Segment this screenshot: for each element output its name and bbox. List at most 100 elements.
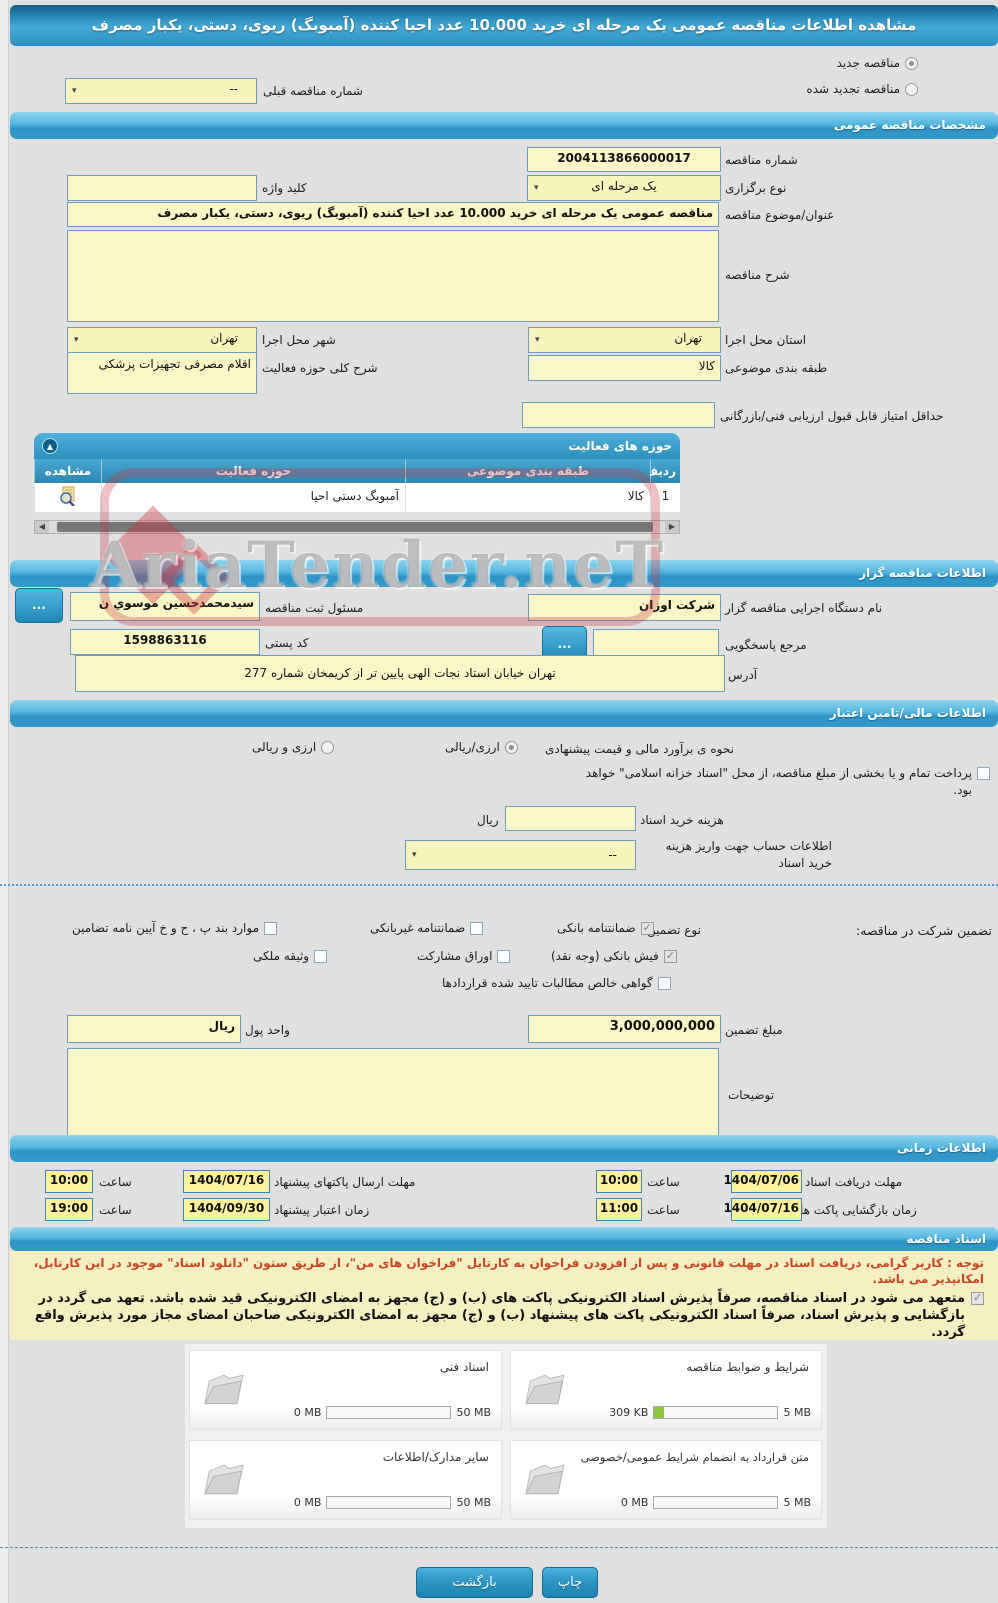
progress-fill: [654, 1407, 665, 1418]
account-info-value: --: [608, 848, 617, 862]
city-value: تهران: [210, 331, 238, 345]
notes-textarea[interactable]: [67, 1048, 719, 1143]
description-textarea[interactable]: [67, 230, 719, 322]
folder-icon: [519, 1457, 571, 1505]
envelope-open-date[interactable]: 1404/07/16: [723, 1198, 802, 1221]
checkbox-bank-slip-icon[interactable]: [663, 949, 677, 963]
filebox-contract[interactable]: متن قرارداد به انضمام شرایط عمومی/خصوصی …: [510, 1440, 822, 1520]
filebox-other[interactable]: سایر مدارک/اطلاعات 0 MB 50 MB: [189, 1440, 502, 1520]
checkbox-property-collateral[interactable]: وثیقه ملکی: [253, 949, 328, 963]
radio-rial-label: ارزی/ریالی: [445, 740, 500, 754]
agency-name-label: نام دستگاه اجرایی مناقصه گزار: [725, 601, 883, 615]
scroll-right-arrow-icon[interactable]: ▶: [665, 521, 679, 533]
checkbox-bank-guarantee-icon[interactable]: [640, 921, 654, 935]
cell-row-index: 1: [650, 483, 680, 513]
doc-fee-field[interactable]: [505, 806, 636, 831]
print-button[interactable]: چاپ: [542, 1567, 598, 1598]
documents-notice: توجه : کاربر گرامی، دریافت اسناد در مهلت…: [33, 1256, 984, 1286]
subject-field[interactable]: مناقصه عمومی یک مرحله ای خرید 10.000 عدد…: [67, 202, 719, 227]
commitment-checkbox-icon[interactable]: [971, 1291, 984, 1305]
folder-icon: [519, 1367, 571, 1415]
agency-name-field[interactable]: شرکت اوزان: [528, 594, 721, 621]
city-select[interactable]: تهران: [67, 327, 257, 353]
radio-renewed-tender-icon[interactable]: [905, 82, 918, 96]
filebox-terms[interactable]: شرایط و ضوابط مناقصه 309 KB 5 MB: [510, 1350, 822, 1430]
view-details-icon[interactable]: [58, 486, 78, 509]
account-info-select[interactable]: --: [405, 840, 636, 870]
checkbox-nonbank-guarantee[interactable]: ضمانتنامه غیربانکی: [370, 921, 484, 935]
currency-unit-label: واحد پول: [245, 1023, 290, 1037]
treasury-checkbox-icon[interactable]: [977, 767, 990, 780]
checkbox-bylaw-items[interactable]: موارد بند پ ، ح و خ آیین نامه تضامین: [72, 921, 278, 935]
scrollbar-thumb[interactable]: [57, 522, 653, 532]
progress-track: [326, 1406, 452, 1419]
guarantee-amount-field[interactable]: 3,000,000,000: [528, 1015, 721, 1043]
checkbox-bank-slip[interactable]: فیش بانکی (وجه نقد): [551, 949, 677, 963]
subject-label: عنوان/موضوع مناقصه: [725, 208, 835, 222]
bid-submit-time[interactable]: 10:00: [45, 1170, 93, 1193]
registrar-more-button[interactable]: ...: [15, 588, 63, 623]
bid-validity-date[interactable]: 1404/09/30: [183, 1198, 270, 1221]
registrar-field[interactable]: سیدمحمدحسین موسوي ن: [70, 592, 260, 621]
doc-receive-time[interactable]: 10:00: [596, 1170, 642, 1193]
filebox-contract-progress: 0 MB 5 MB: [606, 1496, 811, 1509]
min-score-field[interactable]: [522, 402, 715, 428]
tender-number-field[interactable]: 2004113866000017: [527, 147, 721, 172]
address-field[interactable]: تهران خیابان استاد نجات الهی پایین تر از…: [75, 655, 725, 692]
province-label: استان محل اجرا: [725, 333, 807, 347]
progress-track: [653, 1406, 779, 1419]
checkbox-participation-bonds-label: اوراق مشارکت: [417, 949, 493, 963]
tender-type-select[interactable]: یک مرحله ای: [527, 175, 721, 201]
radio-rial-icon[interactable]: [504, 740, 518, 754]
checkbox-participation-bonds-icon[interactable]: [497, 949, 511, 963]
table-horizontal-scrollbar[interactable]: ◀ ▶: [34, 520, 680, 534]
cell-category: کالا: [405, 483, 650, 513]
page-left-strip: [0, 0, 9, 1603]
envelope-open-time[interactable]: 11:00: [596, 1198, 642, 1221]
keyword-field[interactable]: [67, 175, 257, 201]
checkbox-property-collateral-icon[interactable]: [314, 949, 328, 963]
doc-fee-label: هزینه خرید اسناد: [640, 813, 724, 827]
checkbox-participation-bonds[interactable]: اوراق مشارکت: [417, 949, 511, 963]
radio-currency-and-rial-label: ارزی و ریالی: [252, 740, 317, 754]
radio-new-tender-icon[interactable]: [905, 56, 918, 70]
checkbox-net-claims-icon[interactable]: [657, 976, 671, 990]
radio-renewed-tender[interactable]: مناقصه تجدید شده: [806, 82, 918, 96]
postal-code-field[interactable]: 1598863116: [70, 629, 260, 655]
activity-desc-label: شرح کلی حوزه فعالیت: [262, 361, 378, 375]
province-select[interactable]: تهران: [528, 327, 721, 353]
bid-submit-deadline-label: مهلت ارسال پاکتهای پیشنهاد: [274, 1175, 416, 1189]
doc-receive-time-label: ساعت: [647, 1175, 680, 1189]
checkbox-net-claims[interactable]: گواهی خالص مطالبات تایید شده قراردادها: [442, 976, 671, 990]
collapse-icon[interactable]: ▲: [42, 438, 58, 454]
category-field[interactable]: کالا: [528, 355, 721, 381]
checkbox-property-collateral-label: وثیقه ملکی: [253, 949, 310, 963]
notes-label: توضیحات: [728, 1088, 775, 1102]
prev-tender-number-select[interactable]: --: [65, 78, 257, 104]
radio-currency-and-rial-icon[interactable]: [321, 740, 335, 754]
col-category: طبقه بندی موضوعی: [405, 459, 650, 483]
activity-table-header: حوزه های فعالیت: [34, 433, 680, 459]
checkbox-bylaw-items-icon[interactable]: [264, 921, 278, 935]
treasury-checkbox-row[interactable]: پرداخت تمام و یا بخشی از مبلغ مناقصه، از…: [572, 765, 990, 799]
activity-desc-field[interactable]: اقلام مصرفی تجهیزات پزشکی: [67, 352, 257, 394]
account-info-label: اطلاعات حساب جهت واریز هزینه خرید اسناد: [665, 839, 832, 870]
guarantee-label: تضمین شرکت در مناقصه:: [856, 923, 992, 938]
category-label: طبقه بندی موضوعی: [725, 361, 828, 375]
section-divider: [0, 884, 998, 886]
radio-currency-and-rial[interactable]: ارزی و ریالی: [252, 740, 335, 754]
radio-rial[interactable]: ارزی/ریالی: [445, 740, 518, 754]
back-button[interactable]: بازگشت: [416, 1567, 533, 1598]
checkbox-bank-guarantee[interactable]: ضمانتنامه بانکی: [557, 921, 654, 935]
checkbox-bank-slip-label: فیش بانکی (وجه نقد): [551, 949, 659, 963]
doc-receive-deadline-date[interactable]: 1404/07/06: [723, 1170, 802, 1193]
contact-field[interactable]: [593, 629, 719, 658]
bid-submit-deadline-date[interactable]: 1404/07/16: [183, 1170, 270, 1193]
scroll-left-arrow-icon[interactable]: ◀: [35, 521, 49, 533]
radio-new-tender[interactable]: مناقصه جدید: [837, 56, 918, 70]
checkbox-nonbank-guarantee-icon[interactable]: [470, 921, 484, 935]
estimate-method-label: نحوه ی برآورد مالی و قیمت پیشنهادی: [545, 742, 734, 756]
bid-validity-time[interactable]: 19:00: [45, 1198, 93, 1221]
filebox-technical[interactable]: اسناد فنی 0 MB 50 MB: [189, 1350, 502, 1430]
currency-unit-field[interactable]: ریال: [67, 1015, 241, 1043]
